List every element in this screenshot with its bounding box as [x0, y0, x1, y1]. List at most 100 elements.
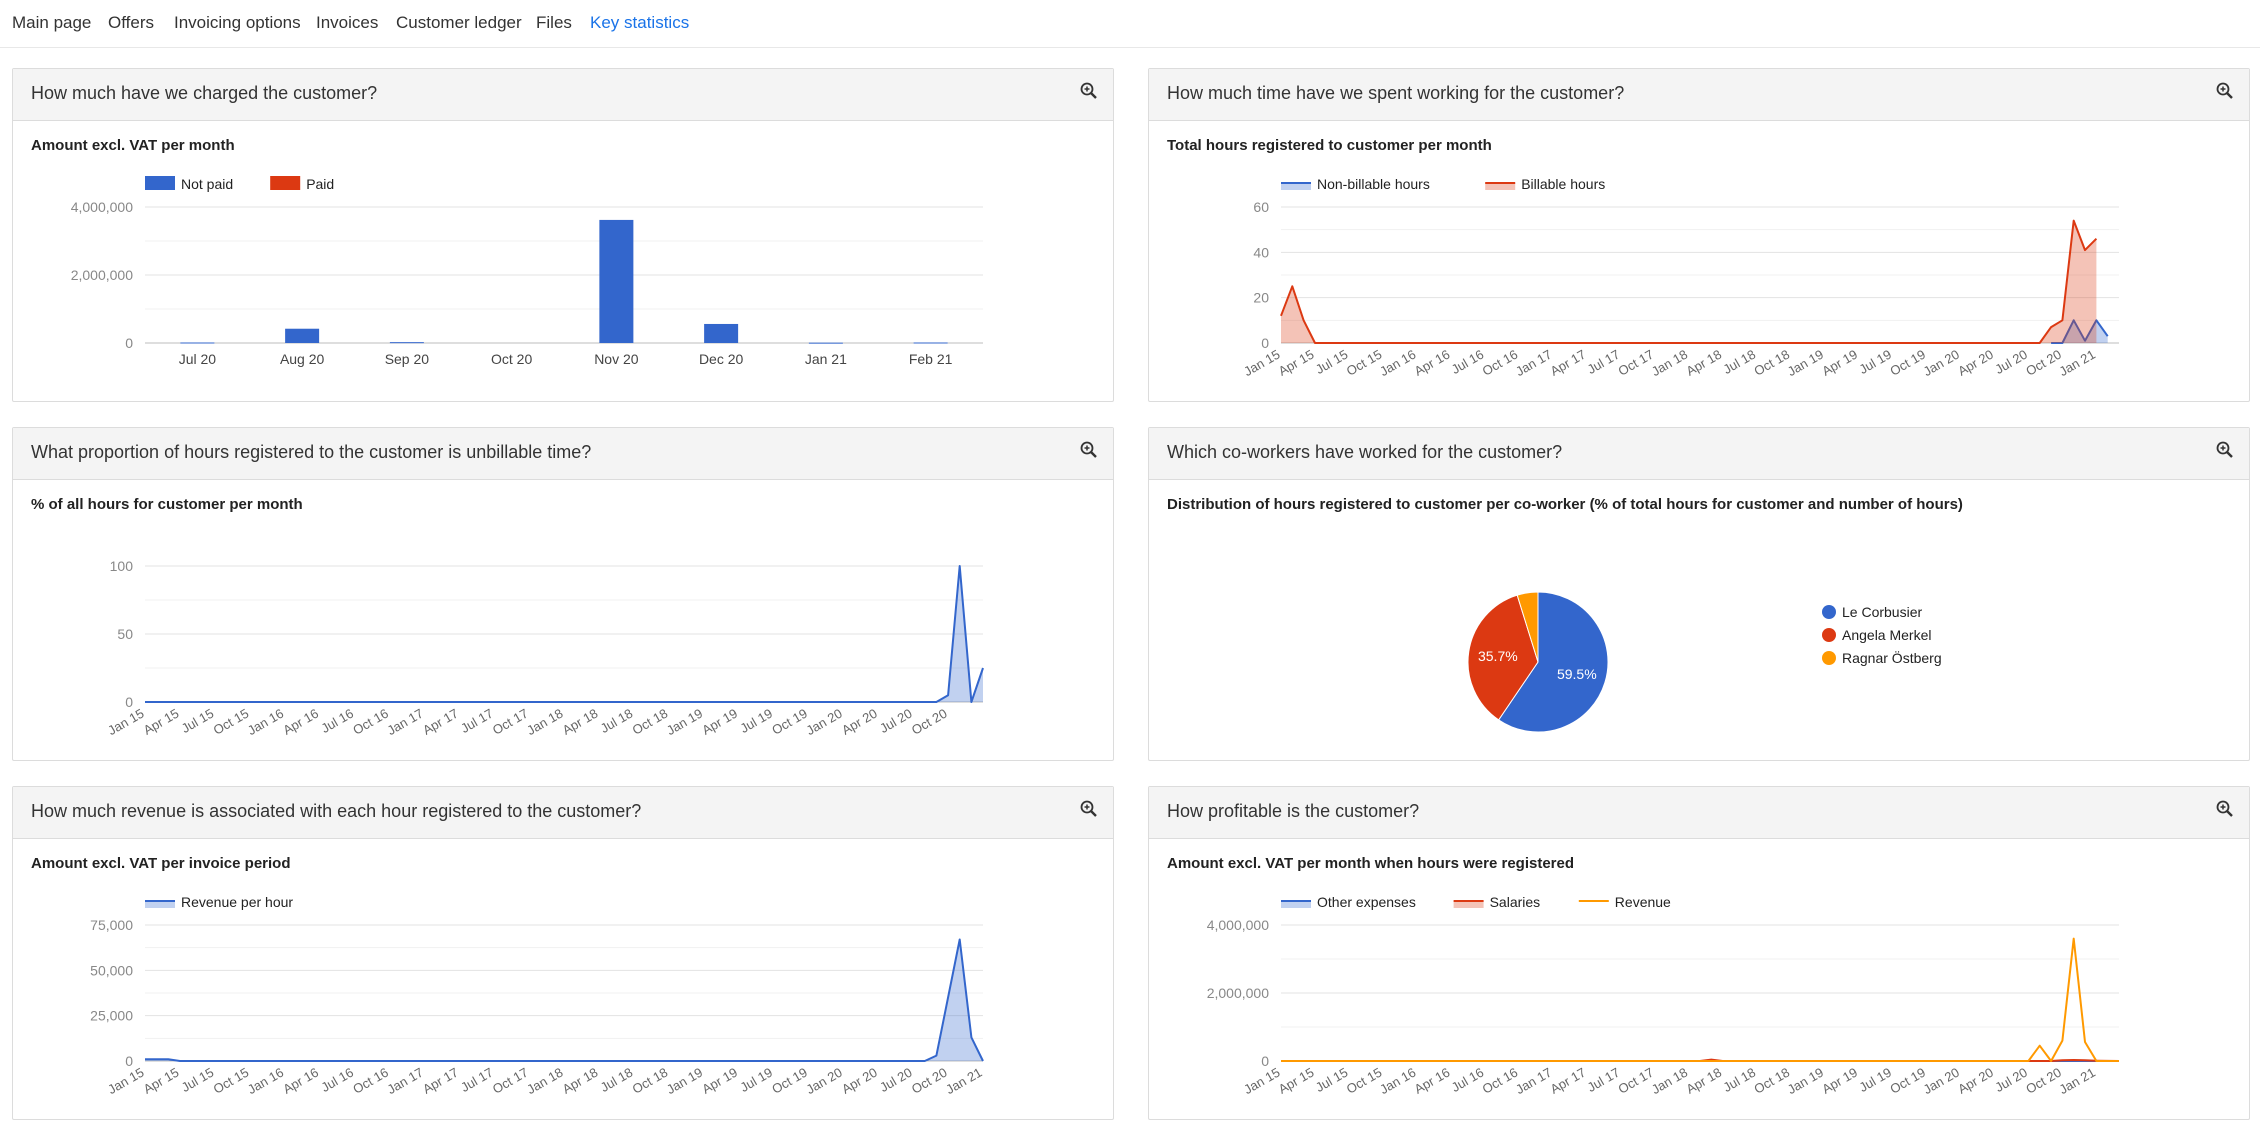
- zoom-in-icon[interactable]: [1079, 440, 1099, 460]
- series-line: [145, 938, 984, 1062]
- x-tick-label: Apr 17: [1548, 347, 1589, 379]
- zoom-in-icon[interactable]: [2215, 440, 2235, 460]
- charged-bar-chart: 4,000,000 2,000,000 0 Not paid Paid Jul 20 Aug…: [71, 176, 983, 367]
- x-tick-label: Oct 19: [1887, 1065, 1928, 1097]
- x-tick-label: Jan 18: [524, 1065, 565, 1098]
- legend-swatch: [1822, 628, 1836, 642]
- x-tick-label: Jan 21: [805, 351, 847, 367]
- x-tick-label: Jan 15: [1241, 347, 1282, 380]
- legend-swatch-fill: [1485, 183, 1516, 190]
- y-tick-label: 75,000: [90, 917, 133, 933]
- y-tick-label: 60: [1253, 199, 1269, 215]
- pie-slice: [1516, 591, 1539, 663]
- x-tick-label: Jan 15: [1241, 1065, 1282, 1098]
- x-tick-label: Dec 20: [699, 351, 744, 367]
- x-tick-label: Apr 15: [141, 1065, 182, 1097]
- card-header: How much revenue is associated with each…: [13, 787, 1113, 839]
- chart-subtitle: Total hours registered to customer per m…: [1167, 137, 1492, 154]
- legend-label: Non-billable hours: [1317, 176, 1430, 192]
- x-tick-label: Apr 15: [1276, 1065, 1317, 1097]
- nav-invoices[interactable]: Invoices: [316, 13, 379, 32]
- legend-swatch-fill: [1281, 901, 1311, 908]
- y-tick-label: 0: [125, 694, 133, 710]
- x-tick-label: Oct 19: [769, 706, 810, 738]
- x-tick-label: Apr 20: [839, 706, 880, 738]
- series-line: [1281, 937, 2119, 1062]
- x-tick-label: Oct 15: [211, 706, 252, 738]
- y-tick-label: 50,000: [90, 962, 133, 978]
- card-unbillable: What proportion of hours registered to t…: [12, 427, 1114, 761]
- y-tick-label: 0: [125, 1053, 133, 1069]
- zoom-in-icon[interactable]: [1079, 81, 1099, 101]
- x-tick-label: Jan 18: [524, 706, 565, 739]
- x-tick-label: Jul 18: [598, 1065, 636, 1095]
- card-title: How much revenue is associated with each…: [31, 801, 642, 821]
- nav-customer-ledger[interactable]: Customer ledger: [396, 13, 522, 32]
- x-tick-label: Jul 16: [318, 1065, 356, 1095]
- zoom-in-icon[interactable]: [1079, 799, 1099, 819]
- y-tick-label: 4,000,000: [1207, 917, 1269, 933]
- x-tick-label: Jan 20: [1921, 347, 1962, 380]
- legend-label: Salaries: [1490, 894, 1541, 910]
- x-tick-label: Jan 16: [1377, 347, 1418, 380]
- card-title: Which co-workers have worked for the cus…: [1167, 442, 1563, 462]
- x-tick-label: Apr 19: [1819, 1065, 1860, 1097]
- x-tick-label: Nov 20: [594, 351, 639, 367]
- x-tick-label: Sep 20: [385, 351, 430, 367]
- x-tick-label: Apr 19: [699, 706, 740, 738]
- x-tick-label: Apr 18: [560, 706, 601, 738]
- x-tick-label: Jul 15: [1313, 347, 1351, 377]
- x-tick-label: Jul 18: [1721, 1065, 1759, 1095]
- series-area: [1281, 220, 2097, 343]
- x-tick-label: Oct 17: [490, 706, 531, 738]
- y-tick-label: 2,000,000: [1207, 985, 1269, 1001]
- x-tick-label: Jul 20: [877, 706, 915, 736]
- legend-swatch: [270, 176, 301, 190]
- x-tick-label: Jul 15: [179, 706, 217, 736]
- x-tick-label: Oct 16: [350, 1065, 391, 1097]
- x-tick-label: Jan 15: [105, 706, 146, 739]
- x-tick-label: Jan 20: [804, 706, 845, 739]
- pie-slice-label: 59.5%: [1557, 666, 1597, 682]
- revenue-per-hour-chart: 75,000 50,000 25,000 0 Revenue per hour Jan 1…: [90, 894, 984, 1098]
- card-title: How much have we charged the customer?: [31, 83, 378, 103]
- x-tick-label: Jan 18: [1649, 1065, 1690, 1098]
- x-tick-label: Oct 15: [1344, 1065, 1385, 1097]
- card-profitable: How profitable is the customer? Amount e…: [1148, 786, 2250, 1120]
- series-line: [145, 565, 984, 703]
- nav-files[interactable]: Files: [536, 13, 572, 32]
- x-tick-label: Oct 16: [1480, 1065, 1521, 1097]
- nav-key-statistics[interactable]: Key statistics: [590, 13, 690, 32]
- x-tick-label: Oct 20: [2023, 347, 2064, 379]
- x-tick-label: Jul 15: [179, 1065, 217, 1095]
- x-tick-label: Jul 16: [1449, 1065, 1487, 1095]
- legend-label: Paid: [306, 176, 334, 192]
- chart-subtitle: % of all hours for customer per month: [31, 496, 303, 513]
- bar: [913, 342, 948, 344]
- x-tick-label: Oct 18: [1751, 1065, 1792, 1097]
- card-title: How much time have we spent working for …: [1167, 83, 1625, 103]
- card-revenue-hour: How much revenue is associated with each…: [12, 786, 1114, 1120]
- bar: [180, 342, 215, 344]
- zoom-in-icon[interactable]: [2215, 799, 2235, 819]
- nav-invoicing-options[interactable]: Invoicing options: [174, 13, 301, 32]
- legend-swatch-fill: [145, 901, 175, 908]
- x-tick-label: Jul 19: [737, 1065, 775, 1095]
- x-tick-label: Apr 20: [839, 1065, 880, 1097]
- nav-main-page[interactable]: Main page: [12, 13, 92, 32]
- legend-swatch-fill: [1453, 901, 1484, 908]
- y-tick-label: 25,000: [90, 1008, 133, 1024]
- bar: [389, 342, 424, 344]
- y-tick-label: 50: [117, 626, 133, 642]
- legend-label: Revenue per hour: [181, 894, 293, 910]
- x-tick-label: Apr 18: [560, 1065, 601, 1097]
- nav-offers[interactable]: Offers: [108, 13, 154, 32]
- x-tick-label: Jan 19: [1785, 347, 1826, 380]
- bar: [704, 323, 739, 343]
- y-tick-label: 0: [125, 335, 133, 351]
- top-navigation: Main page Offers Invoicing options Invoi…: [0, 0, 2260, 48]
- x-tick-label: Jul 20: [1992, 347, 2030, 377]
- y-tick-label: 40: [1253, 244, 1269, 260]
- x-tick-label: Jan 20: [1921, 1065, 1962, 1098]
- zoom-in-icon[interactable]: [2215, 81, 2235, 101]
